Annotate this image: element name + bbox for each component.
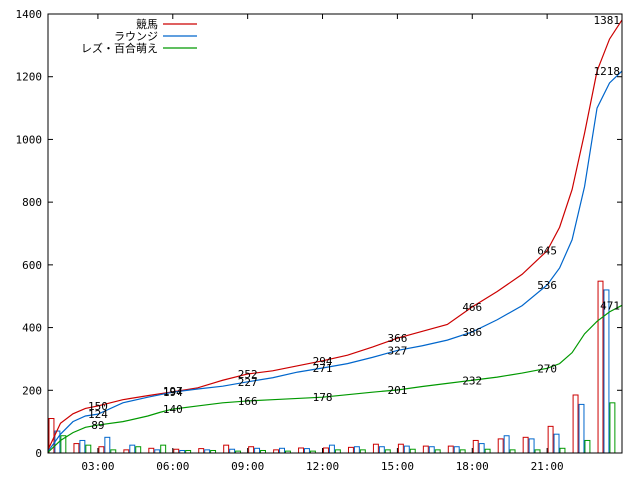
bar-2 [229, 448, 236, 454]
data-label: 201 [387, 384, 407, 397]
bar-1 [447, 445, 454, 454]
legend-label: ラウンジ [114, 30, 158, 43]
data-label: 197 [163, 385, 183, 398]
y-tick-label: 800 [22, 196, 42, 209]
bar-2 [578, 403, 585, 454]
bar-2 [528, 438, 535, 454]
bar-2 [279, 447, 285, 454]
bar-1 [497, 438, 504, 454]
bar-2 [353, 446, 360, 454]
bar-2 [428, 446, 435, 454]
y-tick-label: 600 [22, 259, 42, 272]
bar-1 [73, 443, 80, 454]
bar-1 [148, 447, 155, 454]
bar-1 [248, 446, 255, 454]
bar-3 [559, 447, 566, 454]
bar-1 [223, 444, 230, 454]
data-label: 150 [88, 400, 108, 413]
y-tick-label: 1400 [16, 8, 43, 21]
bar-1 [472, 439, 479, 454]
bar-3 [160, 444, 167, 454]
plot-frame [47, 13, 623, 454]
data-label: 194 [163, 386, 183, 399]
data-label: 232 [462, 374, 482, 387]
data-label: 178 [313, 391, 333, 404]
bar-2 [104, 436, 111, 454]
x-tick-label: 06:00 [156, 460, 189, 473]
bar-3 [609, 402, 616, 454]
x-tick-label: 21:00 [531, 460, 564, 473]
bar-1 [397, 443, 404, 454]
x-tick-label: 12:00 [306, 460, 339, 473]
bar-1 [522, 436, 529, 454]
data-label: 252 [238, 368, 258, 381]
legend-label: 競馬 [136, 17, 158, 31]
bar-2 [328, 444, 335, 454]
bar-1 [323, 447, 329, 454]
bar-3 [85, 444, 92, 454]
data-label: 271 [313, 362, 333, 375]
bar-3 [484, 448, 491, 454]
bar-1 [572, 394, 579, 454]
data-label: 366 [387, 332, 407, 345]
bar-3 [584, 439, 591, 454]
bar-2 [478, 443, 485, 454]
bar-2 [254, 447, 261, 454]
data-label: 166 [238, 395, 258, 408]
series-line-1 [47, 19, 623, 451]
data-label: 645 [537, 245, 557, 258]
data-label: 466 [462, 301, 482, 314]
bar-1 [372, 443, 379, 454]
legend-label: レズ・百合萌え [81, 41, 158, 55]
series-line-3 [47, 304, 623, 453]
bar-1 [98, 446, 105, 454]
bar-2 [453, 446, 460, 454]
data-label: 536 [537, 279, 557, 292]
y-tick-label: 1000 [16, 133, 43, 146]
x-tick-label: 15:00 [381, 460, 414, 473]
bar-1 [298, 447, 305, 454]
y-tick-label: 0 [35, 447, 42, 460]
y-tick-label: 1200 [16, 71, 43, 84]
bar-2 [304, 448, 310, 454]
series-line-2 [47, 70, 623, 452]
x-tick-label: 18:00 [456, 460, 489, 473]
data-label: 124 [88, 408, 108, 421]
data-label: 386 [462, 326, 482, 339]
bar-2 [79, 439, 86, 454]
bar-1 [547, 425, 554, 454]
data-label: 294 [313, 355, 333, 368]
data-label: 1381 [594, 14, 621, 27]
bar-2 [553, 433, 560, 454]
bar-2 [403, 445, 410, 454]
y-tick-label: 200 [22, 384, 42, 397]
data-label: 270 [537, 362, 557, 375]
bar-1 [347, 446, 354, 454]
data-label: 327 [387, 344, 407, 357]
bar-1 [173, 448, 180, 454]
data-label: 1218 [594, 65, 621, 78]
data-label: 140 [163, 403, 183, 416]
bar-3 [135, 446, 142, 454]
x-tick-label: 09:00 [231, 460, 264, 473]
bar-2 [129, 444, 136, 454]
y-tick-label: 400 [22, 322, 42, 335]
bar-2 [378, 446, 385, 454]
bar-1 [422, 445, 429, 454]
data-label: 471 [600, 299, 620, 312]
x-tick-label: 03:00 [81, 460, 114, 473]
data-label: 89 [91, 419, 104, 432]
data-label: 227 [238, 376, 258, 389]
bar-1 [198, 448, 205, 454]
bar-2 [503, 435, 510, 454]
bar-3 [409, 448, 416, 454]
